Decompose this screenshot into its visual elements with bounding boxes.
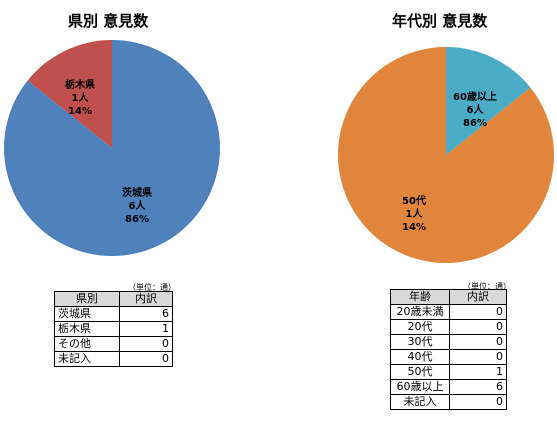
unit-note-age: （単位：通） (463, 282, 511, 291)
slice-percent-label: 14% (402, 222, 426, 233)
slice-name-label: 60歳以上 (453, 90, 497, 103)
table-row: その他 0 (54, 336, 173, 352)
table-header-row: 県別 内訳 (54, 291, 173, 307)
slice-percent-label: 14% (68, 106, 92, 117)
row-label: 20代 (390, 319, 450, 335)
row-value: 6 (119, 306, 173, 322)
pie-slice (338, 47, 554, 263)
row-label: 栃木県 (54, 321, 120, 337)
unit-note-prefecture: （単位：通） (128, 283, 176, 292)
table-row: 栃木県 1 (54, 321, 173, 337)
table-row: 40代 0 (390, 349, 507, 365)
table-row: 20歳未満 0 (390, 304, 507, 320)
pie-slice (27, 40, 112, 148)
header-prefecture: 県別 (54, 291, 120, 307)
slice-count-label: 1人 (72, 91, 90, 104)
pie-slice (446, 47, 531, 155)
chart-title-prefecture: 県別 意見数 (68, 12, 149, 30)
row-value: 1 (449, 364, 507, 380)
table-header-row: 年齢 内訳 (390, 289, 507, 305)
table-prefecture: 県別 内訳 茨城県 6 栃木県 1 その他 0 未記入 0 (54, 291, 173, 367)
slice-count-label: 6人 (129, 199, 147, 212)
row-value: 0 (449, 319, 507, 335)
slice-name-label: 50代 (402, 194, 426, 207)
row-value: 6 (449, 379, 507, 395)
row-label: 茨城県 (54, 306, 120, 322)
table-row: 未記入 0 (390, 394, 507, 410)
table-row: 60歳以上 6 (390, 379, 507, 395)
row-value: 0 (449, 334, 507, 350)
table-row: 20代 0 (390, 319, 507, 335)
row-value: 1 (119, 321, 173, 337)
slice-percent-label: 86% (125, 214, 149, 225)
row-label: 20歳未満 (390, 304, 450, 320)
slice-count-label: 6人 (467, 103, 485, 116)
slice-percent-label: 86% (463, 118, 487, 129)
slice-name-label: 茨城県 (122, 186, 152, 199)
row-label: その他 (54, 336, 120, 352)
header-breakdown: 内訳 (449, 289, 507, 305)
pie-slice (3, 40, 220, 256)
row-label: 未記入 (390, 394, 450, 410)
row-label: 未記入 (54, 351, 120, 367)
chart-title-age: 年代別 意見数 (392, 12, 488, 30)
table-age: 年齢 内訳 20歳未満 0 20代 0 30代 0 40代 0 50代 1 60… (390, 289, 507, 410)
slice-count-label: 1人 (406, 207, 424, 220)
table-row: 茨城県 6 (54, 306, 173, 322)
row-value: 0 (449, 394, 507, 410)
row-label: 40代 (390, 349, 450, 365)
row-value: 0 (119, 336, 173, 352)
row-label: 50代 (390, 364, 450, 380)
row-value: 0 (449, 349, 507, 365)
row-value: 0 (119, 351, 173, 367)
table-row: 30代 0 (390, 334, 507, 350)
header-age: 年齢 (390, 289, 450, 305)
slice-name-label: 栃木県 (65, 78, 95, 91)
table-row: 50代 1 (390, 364, 507, 380)
row-label: 60歳以上 (390, 379, 450, 395)
header-breakdown: 内訳 (119, 291, 173, 307)
row-label: 30代 (390, 334, 450, 350)
row-value: 0 (449, 304, 507, 320)
table-row: 未記入 0 (54, 351, 173, 367)
